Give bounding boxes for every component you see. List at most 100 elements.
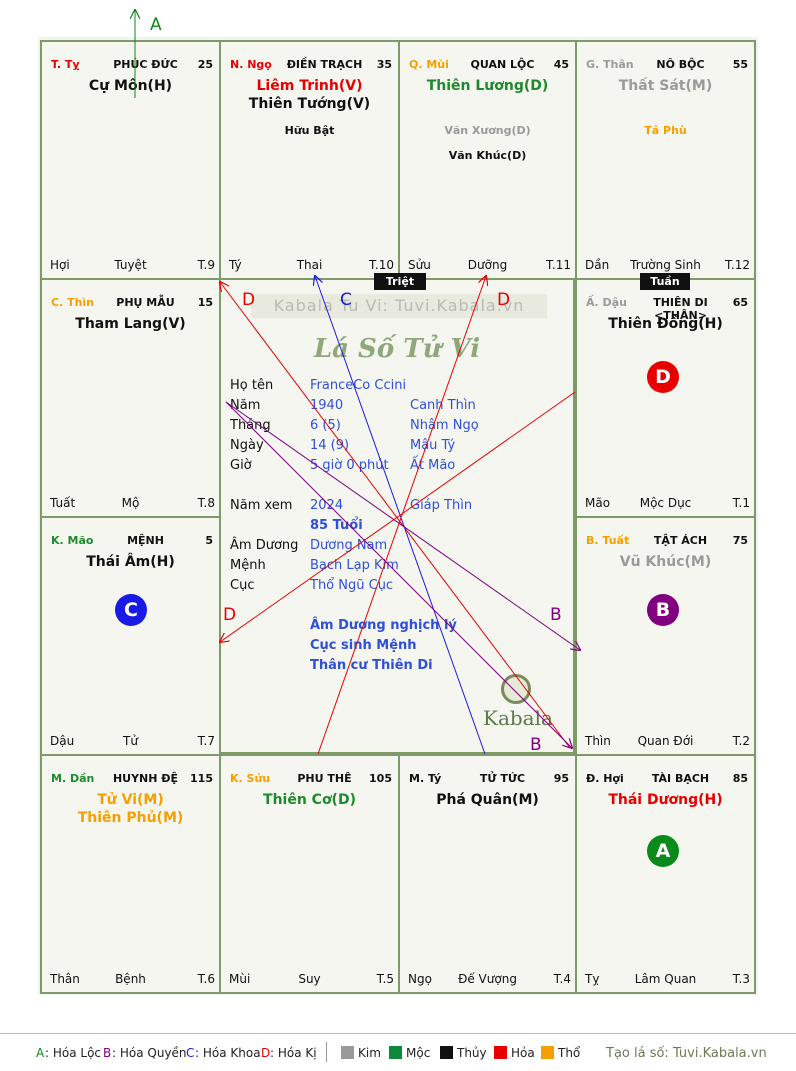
- palace-cycle: T.1: [732, 496, 750, 510]
- legend-divider: [326, 1042, 327, 1062]
- palace-stage: Tuyệt: [114, 258, 147, 272]
- palace-name: MỆNH: [127, 534, 164, 547]
- info-label: Tháng: [230, 418, 271, 433]
- element-swatch: [389, 1046, 402, 1059]
- hoa-quyen-arrow-1: [225, 401, 580, 650]
- legend-key: A: [36, 1046, 45, 1060]
- palace-name: HUYNH ĐỆ: [112, 772, 179, 785]
- main-star: Thiên Lương(D): [426, 78, 549, 94]
- palace-position: Mão: [585, 496, 611, 510]
- info-value: 6 (5): [310, 418, 341, 433]
- info-label: Mệnh: [230, 558, 266, 573]
- palace-number: 75: [732, 534, 748, 547]
- legend-key: B: [103, 1046, 112, 1060]
- legend-text: : Hóa Khoa: [195, 1046, 261, 1060]
- info-canchi: Ất Mão: [410, 458, 456, 473]
- center-panel: Kabala Tu Vi: Tuvi.Kabala.vn Lá Số Tử Vi…: [219, 278, 575, 754]
- palace-number: 115: [190, 772, 213, 785]
- palace-number: 95: [553, 772, 569, 785]
- info-canchi: Mậu Tý: [410, 438, 456, 453]
- palace-cycle: T.6: [197, 972, 215, 986]
- palace-2: N. Ngọ ĐIỀN TRẠCH 35 Liêm Trinh(V) Thiên Tướ…: [219, 40, 400, 280]
- palace-stage: Tử: [123, 734, 138, 748]
- legend-key: C: [186, 1046, 195, 1060]
- palace-cycle: T.12: [725, 258, 750, 272]
- arrow-label-d2: D: [497, 290, 510, 310]
- palace-name: PHỤ MẪU: [116, 296, 175, 309]
- arrow-label-c1: C: [340, 290, 352, 310]
- palace-number: 65: [732, 296, 748, 309]
- hoa-loc-arrow-label: A: [150, 15, 162, 35]
- palace-number: 35: [376, 58, 392, 71]
- palace-branch: C. Thìn: [51, 296, 95, 309]
- palace-name: QUAN LỘC: [470, 58, 535, 71]
- info-note: Cục sinh Mệnh: [310, 638, 417, 653]
- legend-bar: A: Hóa Lộc B: Hóa Quyền C: Hóa Khoa D: Hóa …: [0, 1033, 796, 1071]
- palace-12: Đ. Hợi TÀI BẠCH 85 Thái Dương(H) Tỵ Lâm Quan T…: [575, 754, 756, 994]
- palace-name: TÀI BẠCH: [651, 772, 710, 785]
- credit-text: Tạo lá số: Tuvi.Kabala.vn: [606, 1046, 767, 1061]
- main-star: Thiên Tướng(V): [248, 96, 371, 112]
- palace-cycle: T.11: [546, 258, 571, 272]
- info-value: FranceCo Ccini: [310, 378, 407, 393]
- palace-number: 55: [732, 58, 748, 71]
- element-swatch: [541, 1046, 554, 1059]
- palace-position: Ngọ: [408, 972, 432, 986]
- palace-cycle: T.10: [369, 258, 394, 272]
- info-value: Bạch Lạp Kim: [310, 558, 399, 573]
- palace-4: G. Thân NÔ BỘC 55 Thất Sát(M) Tả Phù Dần Trườn…: [575, 40, 756, 280]
- palace-5: C. Thìn PHỤ MẪU 15 Tham Lang(V) Tuất Mộ T.8: [40, 278, 221, 518]
- main-star: Tham Lang(V): [75, 316, 186, 332]
- palace-name: PHÚC ĐỨC: [113, 58, 178, 71]
- legend-text: : Hóa Kị: [270, 1046, 317, 1060]
- palace-number: 5: [205, 534, 213, 547]
- palace-stage: Mộc Dục: [639, 496, 692, 510]
- info-value: Dương Nam: [310, 538, 388, 553]
- palace-number: 25: [197, 58, 213, 71]
- palace-position: Dậu: [50, 734, 75, 748]
- info-label: Ngày: [230, 438, 264, 453]
- main-star: Thất Sát(M): [618, 78, 713, 94]
- palace-branch: M. Dần: [51, 772, 95, 785]
- hoa-ki-arrow-1: [220, 282, 571, 749]
- main-star: Thiên Đồng(H): [608, 316, 723, 332]
- info-label: Giờ: [230, 458, 252, 473]
- info-note: Âm Dương nghịch lý: [310, 618, 457, 633]
- main-star: Thái Dương(H): [608, 792, 723, 808]
- info-value: Thổ Ngũ Cục: [310, 578, 394, 593]
- info-label: Năm xem: [230, 498, 293, 513]
- palace-name: PHU THÊ: [297, 772, 352, 785]
- palace-position: Tuất: [50, 496, 76, 510]
- palace-cycle: T.3: [732, 972, 750, 986]
- info-label: Năm: [230, 398, 261, 413]
- info-label: Họ tên: [230, 378, 274, 393]
- tuan-tag: Tuần: [640, 273, 690, 290]
- palace-branch: T. Tỵ: [51, 58, 80, 71]
- info-note: Thân cư Thiên Di: [310, 658, 433, 673]
- palace-11: M. Tý TỬ TỨC 95 Phá Quân(M) Ngọ Đế Vượng T.4: [398, 754, 577, 994]
- main-star: Vũ Khúc(M): [619, 554, 712, 570]
- element-label: Hỏa: [511, 1046, 535, 1060]
- palace-stage: Dưỡng: [467, 258, 508, 272]
- element-label: Kim: [358, 1046, 381, 1060]
- element-label: Thổ: [558, 1046, 581, 1060]
- palace-position: Hợi: [50, 258, 70, 272]
- palace-position: Mùi: [229, 972, 251, 986]
- main-star: Liêm Trinh(V): [256, 78, 363, 94]
- palace-stage: Bệnh: [115, 972, 146, 986]
- hoa-circle-a: A: [647, 835, 679, 867]
- palace-name: TỬ TỨC: [479, 772, 526, 785]
- hoa-circle-b: B: [647, 594, 679, 626]
- hoa-circle-d: D: [647, 361, 679, 393]
- arrow-label-b1: B: [550, 605, 562, 625]
- arrow-label-d1: D: [242, 290, 255, 310]
- main-star: Tử Vi(M): [97, 792, 164, 808]
- palace-cycle: T.8: [197, 496, 215, 510]
- element-swatch: [494, 1046, 507, 1059]
- palace-1: T. Tỵ PHÚC ĐỨC 25 Cự Môn(H) Hợi Tuyệt T.9: [40, 40, 221, 280]
- element-label: Mộc: [406, 1046, 431, 1060]
- hoa-ki-arrow-3: [220, 391, 576, 642]
- palace-branch: K. Sửu: [230, 772, 271, 785]
- minor-star: Hữu Bật: [284, 124, 335, 137]
- main-star: Thái Âm(H): [86, 554, 175, 570]
